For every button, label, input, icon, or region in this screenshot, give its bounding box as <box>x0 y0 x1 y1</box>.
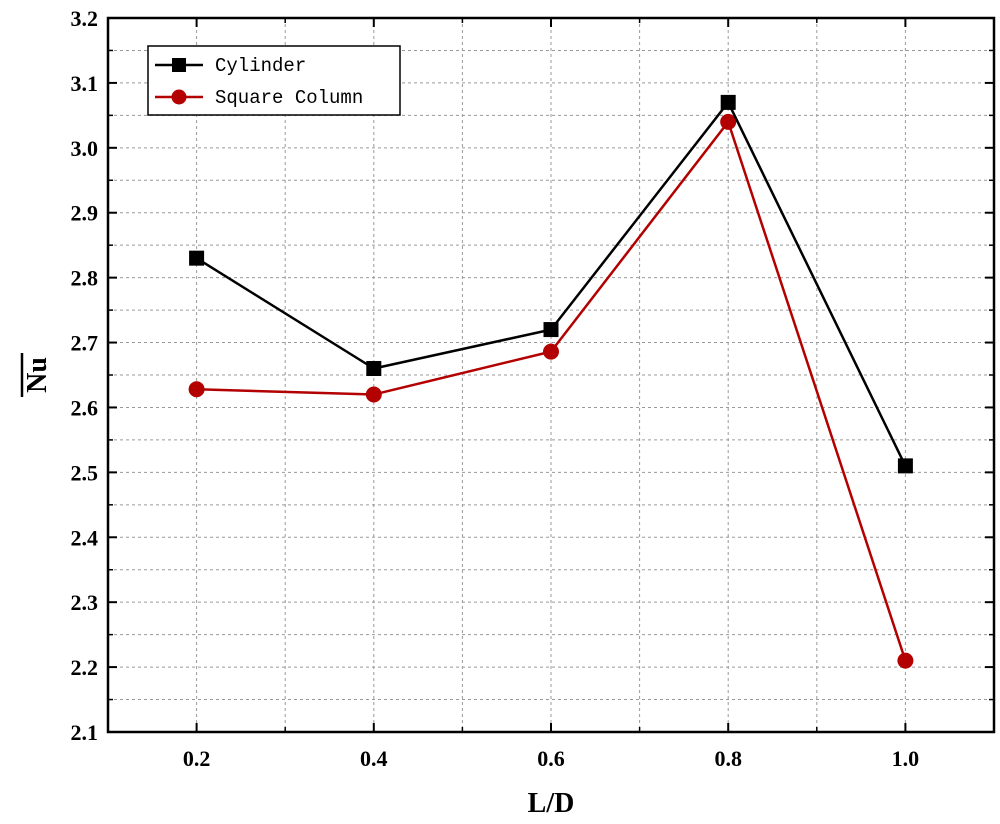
y-tick-label: 3.0 <box>71 136 99 161</box>
x-axis-title: L/D <box>528 788 575 819</box>
y-tick-label: 2.5 <box>71 460 99 485</box>
y-tick-label: 2.4 <box>71 525 99 550</box>
x-tick-label: 0.2 <box>183 746 211 771</box>
tick-layer: 2.1 2.2 2.3 2.4 2.5 2.6 2.7 2.8 2.9 3.0 3.1 3.2 0.2 0… <box>71 6 995 771</box>
y-tick-label: 3.2 <box>71 6 99 31</box>
legend-marker-cylinder <box>172 58 186 72</box>
y-tick-label: 2.3 <box>71 590 99 615</box>
y-tick-label: 3.1 <box>71 71 99 96</box>
legend-label-cylinder: Cylinder <box>215 55 306 77</box>
legend-label-square-column: Square Column <box>215 87 363 109</box>
y-tick-label: 2.1 <box>71 720 99 745</box>
x-tick-label: 0.6 <box>537 746 565 771</box>
y-tick-label: 2.2 <box>71 655 99 680</box>
data-point-square-column <box>543 343 559 360</box>
y-axis-title-text: Nu <box>22 357 53 393</box>
data-point-square-column <box>720 113 737 130</box>
grid-layer <box>108 18 994 732</box>
x-tick-label: 1.0 <box>892 746 920 771</box>
x-tick-label: 0.8 <box>714 746 742 771</box>
data-point-cylinder <box>366 361 382 377</box>
data-point-square-column <box>188 381 205 398</box>
y-tick-label: 2.9 <box>71 201 99 226</box>
data-point-cylinder <box>543 322 559 338</box>
x-tick-label: 0.4 <box>360 746 388 771</box>
y-tick-label: 2.6 <box>71 395 99 420</box>
y-tick-label: 2.7 <box>71 331 99 356</box>
data-point-cylinder <box>720 94 736 110</box>
legend-marker-square-column <box>171 89 187 105</box>
series-layer <box>188 94 914 669</box>
y-tick-label: 2.8 <box>71 266 99 291</box>
y-axis-title: Nu <box>20 353 53 397</box>
legend: Cylinder Square Column <box>147 45 401 116</box>
legend-box <box>147 45 401 116</box>
data-point-square-column <box>897 652 914 669</box>
data-point-cylinder <box>189 250 205 266</box>
data-point-square-column <box>365 386 382 403</box>
data-point-cylinder <box>897 458 913 474</box>
